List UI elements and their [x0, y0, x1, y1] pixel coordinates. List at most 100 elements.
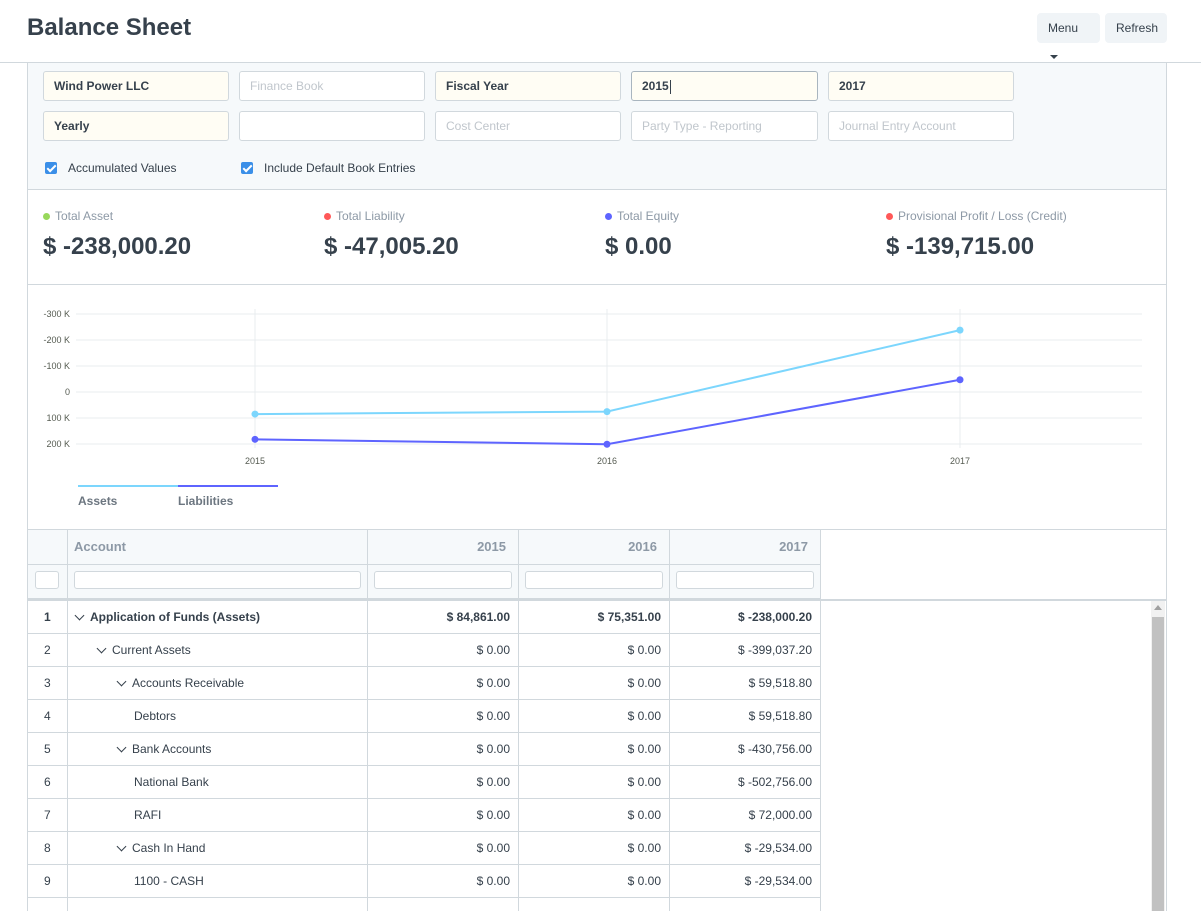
account-cell[interactable]: Current Assets [68, 634, 368, 666]
account-cell[interactable]: Accounts Receivable [68, 667, 368, 699]
cell-2017[interactable]: $ -399,037.20 [670, 634, 821, 666]
cell-2016[interactable]: $ 0.00 [519, 832, 670, 864]
checkbox-checked-icon[interactable] [241, 162, 253, 174]
y-tick-label: -300 K [43, 309, 70, 319]
filter-input-2016[interactable] [525, 571, 663, 589]
account-name: 1100 - CASH [134, 874, 204, 888]
cell-2017[interactable] [670, 898, 821, 911]
cell-2015[interactable]: $ 84,861.00 [368, 601, 519, 633]
cell-2015[interactable]: $ 0.00 [368, 799, 519, 831]
filter-input-2017[interactable] [676, 571, 814, 589]
summary-value: $ 0.00 [605, 233, 672, 260]
indicator-dot-icon [324, 212, 331, 220]
table-row[interactable]: 7 RAFI $ 0.00 $ 0.00 $ 72,000.00 [28, 799, 821, 832]
cell-2017[interactable]: $ 72,000.00 [670, 799, 821, 831]
finance-book-field[interactable]: Finance Book [239, 71, 425, 101]
include-default-book-checkbox[interactable]: Include Default Book Entries [241, 161, 415, 175]
cell-2016[interactable]: $ 0.00 [519, 700, 670, 732]
summary-section: Total Asset $ -238,000.20 Total Liabilit… [28, 190, 1166, 285]
filter-based-on-field[interactable]: Fiscal Year [435, 71, 621, 101]
account-cell[interactable]: 1100 - CASH [68, 865, 368, 897]
cell-2015[interactable]: $ 0.00 [368, 700, 519, 732]
cell-2015[interactable]: $ 0.00 [368, 634, 519, 666]
summary-value: $ -139,715.00 [886, 233, 1035, 260]
cell-2017[interactable]: $ -430,756.00 [670, 733, 821, 765]
row-index: 7 [28, 799, 68, 831]
page-title: Balance Sheet [27, 14, 192, 41]
summary-label: Provisional Profit / Loss (Credit) [898, 209, 1067, 223]
company-field[interactable]: Wind Power LLC [43, 71, 229, 101]
account-cell[interactable]: National Bank [68, 766, 368, 798]
vertical-scrollbar[interactable] [1151, 601, 1165, 911]
cost-center-field[interactable]: Cost Center [435, 111, 621, 141]
table-row[interactable]: 1 Application of Funds (Assets) $ 84,861.0… [28, 601, 821, 634]
header-2016[interactable]: 2016 [519, 530, 670, 565]
journal-entry-account-field[interactable]: Journal Entry Account [828, 111, 1014, 141]
filter-input-account[interactable] [74, 571, 361, 589]
presentation-currency-field[interactable] [239, 111, 425, 141]
legend-label: Liabilities [178, 494, 234, 508]
chevron-down-icon[interactable] [74, 610, 85, 620]
cell-2016[interactable]: $ 0.00 [519, 634, 670, 666]
cell-2017[interactable]: $ 59,518.80 [670, 700, 821, 732]
table-row[interactable]: 9 1100 - CASH $ 0.00 $ 0.00 $ -29,534.00 [28, 865, 821, 898]
cell-2017[interactable]: $ -29,534.00 [670, 865, 821, 897]
cell-2015[interactable] [368, 898, 519, 911]
table-row[interactable]: 3 Accounts Receivable $ 0.00 $ 0.00 $ 59,518… [28, 667, 821, 700]
account-cell[interactable]: Bank Accounts [68, 733, 368, 765]
account-cell[interactable]: RAFI [68, 799, 368, 831]
table-filter-row [28, 565, 821, 599]
cell-2015[interactable]: $ 0.00 [368, 733, 519, 765]
account-cell[interactable]: Debtors [68, 700, 368, 732]
chevron-down-icon[interactable] [116, 676, 127, 686]
cell-2016[interactable]: $ 0.00 [519, 733, 670, 765]
party-type-field[interactable]: Party Type - Reporting [631, 111, 818, 141]
include-default-book-label: Include Default Book Entries [264, 161, 416, 175]
table-row[interactable]: 5 Bank Accounts $ 0.00 $ 0.00 $ -430,756.00 [28, 733, 821, 766]
filter-input-2015[interactable] [374, 571, 512, 589]
header-account[interactable]: Account [68, 530, 368, 565]
chevron-down-icon[interactable] [116, 742, 127, 752]
x-tick-label: 2015 [245, 456, 265, 466]
line-chart-svg: -300 K -200 K -100 K 0 100 K 200 K 2015 2016 201… [43, 309, 1142, 508]
checkbox-checked-icon[interactable] [45, 162, 57, 174]
table-row[interactable]: 8 Cash In Hand $ 0.00 $ 0.00 $ -29,534.00 [28, 832, 821, 865]
cell-2017[interactable]: $ -238,000.20 [670, 601, 821, 633]
scroll-up-arrow-icon[interactable] [1154, 605, 1162, 610]
scroll-thumb[interactable] [1152, 617, 1164, 911]
cell-2016[interactable]: $ 0.00 [519, 865, 670, 897]
indicator-dot-icon [43, 212, 50, 220]
menu-button[interactable]: Menu [1037, 13, 1100, 59]
cell-2017[interactable]: $ 59,518.80 [670, 667, 821, 699]
table-row[interactable]: 6 National Bank $ 0.00 $ 0.00 $ -502,756.00 [28, 766, 821, 799]
table-row[interactable]: 2 Current Assets $ 0.00 $ 0.00 $ -399,037.20 [28, 634, 821, 667]
periodicity-field[interactable]: Yearly [43, 111, 229, 141]
cell-2015[interactable]: $ 0.00 [368, 667, 519, 699]
cell-2015[interactable]: $ 0.00 [368, 865, 519, 897]
header-2017[interactable]: 2017 [670, 530, 821, 565]
cell-2017[interactable]: $ -29,534.00 [670, 832, 821, 864]
table-row[interactable]: 4 Debtors $ 0.00 $ 0.00 $ 59,518.80 [28, 700, 821, 733]
refresh-button[interactable]: Refresh [1105, 13, 1167, 43]
account-cell[interactable]: Application of Funds (Assets) [68, 601, 368, 633]
table-row[interactable] [28, 898, 821, 911]
cell-2016[interactable]: $ 0.00 [519, 799, 670, 831]
chevron-down-icon[interactable] [96, 643, 107, 653]
cell-2016[interactable]: $ 0.00 [519, 766, 670, 798]
cell-2015[interactable]: $ 0.00 [368, 766, 519, 798]
cell-2016[interactable] [519, 898, 670, 911]
from-fiscal-year-field[interactable]: 2015 [631, 71, 818, 101]
cell-2016[interactable]: $ 75,351.00 [519, 601, 670, 633]
cell-2016[interactable]: $ 0.00 [519, 667, 670, 699]
to-fiscal-year-field[interactable]: 2017 [828, 71, 1014, 101]
row-index: 3 [28, 667, 68, 699]
filter-input[interactable] [35, 571, 59, 589]
chevron-down-icon[interactable] [116, 841, 127, 851]
cell-2015[interactable]: $ 0.00 [368, 832, 519, 864]
accumulated-values-label: Accumulated Values [68, 161, 177, 175]
accumulated-values-checkbox[interactable]: Accumulated Values [45, 161, 177, 175]
header-2015[interactable]: 2015 [368, 530, 519, 565]
account-cell[interactable] [68, 898, 368, 911]
cell-2017[interactable]: $ -502,756.00 [670, 766, 821, 798]
account-cell[interactable]: Cash In Hand [68, 832, 368, 864]
